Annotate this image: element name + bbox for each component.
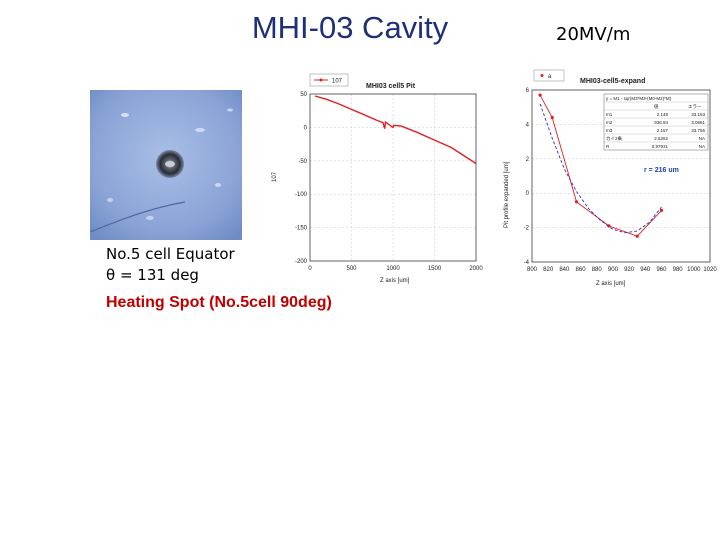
- c2-ytick-label: 4: [526, 122, 530, 128]
- c2-point: [574, 200, 579, 204]
- fit-table-value: 2.148: [657, 112, 669, 117]
- heating-spot-label: Heating Spot (No.5cell 90deg): [106, 294, 332, 311]
- fit-table-equation: y = M1 - sqr(M3*M3-(M0-M2)*M): [606, 96, 672, 101]
- chart2-legend-label: a: [548, 74, 552, 80]
- fit-table-value: 2.5262: [654, 136, 668, 141]
- c1-ytick-label: -100: [295, 192, 308, 198]
- c2-xtick-label: 800: [527, 267, 538, 273]
- c2-xtick-label: 960: [656, 267, 667, 273]
- chart2-xlabel: Z axis [um]: [596, 281, 626, 287]
- c1-series-line-0: [314, 95, 477, 165]
- c2-xtick-label: 940: [640, 267, 651, 273]
- c2-point: [659, 208, 664, 212]
- chart1-frame: [309, 93, 477, 262]
- c2-xtick-label: 820: [543, 267, 554, 273]
- c2-xtick-label: 1000: [687, 267, 701, 273]
- pit-expand-chart: MHI03-cell5-expand a 6 4 2 0 -2 -4 800 820 840 8…: [492, 66, 717, 288]
- c2-ytick-label: -2: [524, 226, 530, 232]
- fit-table-error: 3.0661: [691, 120, 705, 125]
- fit-table-param: m1: [606, 112, 613, 117]
- c2-point: [538, 93, 542, 97]
- c2-point: [550, 115, 554, 120]
- c2-xtick-label: 840: [559, 267, 570, 273]
- c2-xtick-label: 1020: [703, 267, 717, 273]
- fit-table-error: 33.153: [691, 112, 705, 117]
- fit-table-error: NA: [699, 144, 705, 149]
- chart2-frame: [531, 89, 711, 263]
- fit-table-param: カイ2乗: [606, 135, 623, 142]
- c2-xtick-label: 920: [624, 267, 635, 273]
- chart2-title: MHI03-cell5-expand: [580, 78, 645, 85]
- chart2-annotation: r = 216 um: [644, 167, 679, 174]
- fit-table-frame: [603, 93, 709, 151]
- c1-ytick-label: -200: [295, 259, 308, 265]
- c2-ytick-label: -4: [524, 260, 530, 266]
- c1-ytick-label: 50: [300, 92, 307, 98]
- fit-table-head-value: 値: [654, 103, 659, 110]
- caption-angle: θ = 131 deg: [106, 266, 199, 284]
- fit-table-head-error: エラー: [688, 104, 702, 110]
- fit-table-error: 33.755: [691, 128, 705, 133]
- pit-profile-chart: MHI03 cell5 Pit 107 500-50-100-150-200 0…: [262, 68, 492, 286]
- c2-ytick-label: 6: [526, 88, 530, 94]
- field-label: 20MV/m: [556, 24, 631, 45]
- fit-table-param: m2: [606, 120, 613, 125]
- fit-table-value: 0.97931: [652, 144, 669, 149]
- c1-ytick-label: -150: [295, 226, 308, 232]
- c1-xtick-label: 1500: [428, 266, 442, 272]
- fit-table-param: m3: [606, 128, 613, 133]
- chart1-ylabel: 107: [272, 171, 278, 182]
- slide-title: MHI-03 Cavity: [251, 10, 449, 45]
- chart1-legend-label: 107: [332, 79, 343, 85]
- c2-ytick-label: 0: [526, 191, 530, 197]
- fit-table-value: 2.157: [657, 128, 669, 133]
- c1-xtick-label: 1000: [386, 266, 400, 272]
- c1-xtick-label: 2000: [469, 266, 483, 272]
- chart1-legend: 107: [309, 73, 349, 87]
- c2-xtick-label: 900: [608, 267, 619, 273]
- c2-ytick-label: 2: [526, 157, 530, 163]
- caption-cell: No.5 cell Equator: [106, 245, 235, 263]
- chart1-title: MHI03 cell5 Pit: [366, 83, 416, 90]
- fit-table-error: NA: [699, 136, 705, 141]
- c1-xtick-label: 500: [346, 266, 357, 272]
- defect-photo: [90, 90, 242, 240]
- chart2-legend: a: [533, 69, 565, 82]
- fit-table-value: 936.94: [654, 120, 668, 125]
- fit-table-param: R: [606, 144, 610, 149]
- c1-ytick-label: -50: [298, 159, 307, 165]
- c2-xtick-label: 880: [592, 267, 603, 273]
- c1-ytick-label: 0: [304, 125, 308, 131]
- fit-table: y = M1 - sqr(M3*M3-(M0-M2)*M) 値 エラー m1 2.148…: [603, 93, 709, 151]
- chart2-ylabel: Pit profile expanded [um]: [504, 161, 510, 228]
- c2-series-line-0: [539, 94, 662, 237]
- chart1-xlabel: Z axis [um]: [380, 278, 410, 284]
- c2-xtick-label: 980: [673, 267, 684, 273]
- c2-xtick-label: 860: [576, 267, 587, 273]
- c1-xtick-label: 0: [308, 266, 312, 272]
- c2-point: [635, 234, 639, 238]
